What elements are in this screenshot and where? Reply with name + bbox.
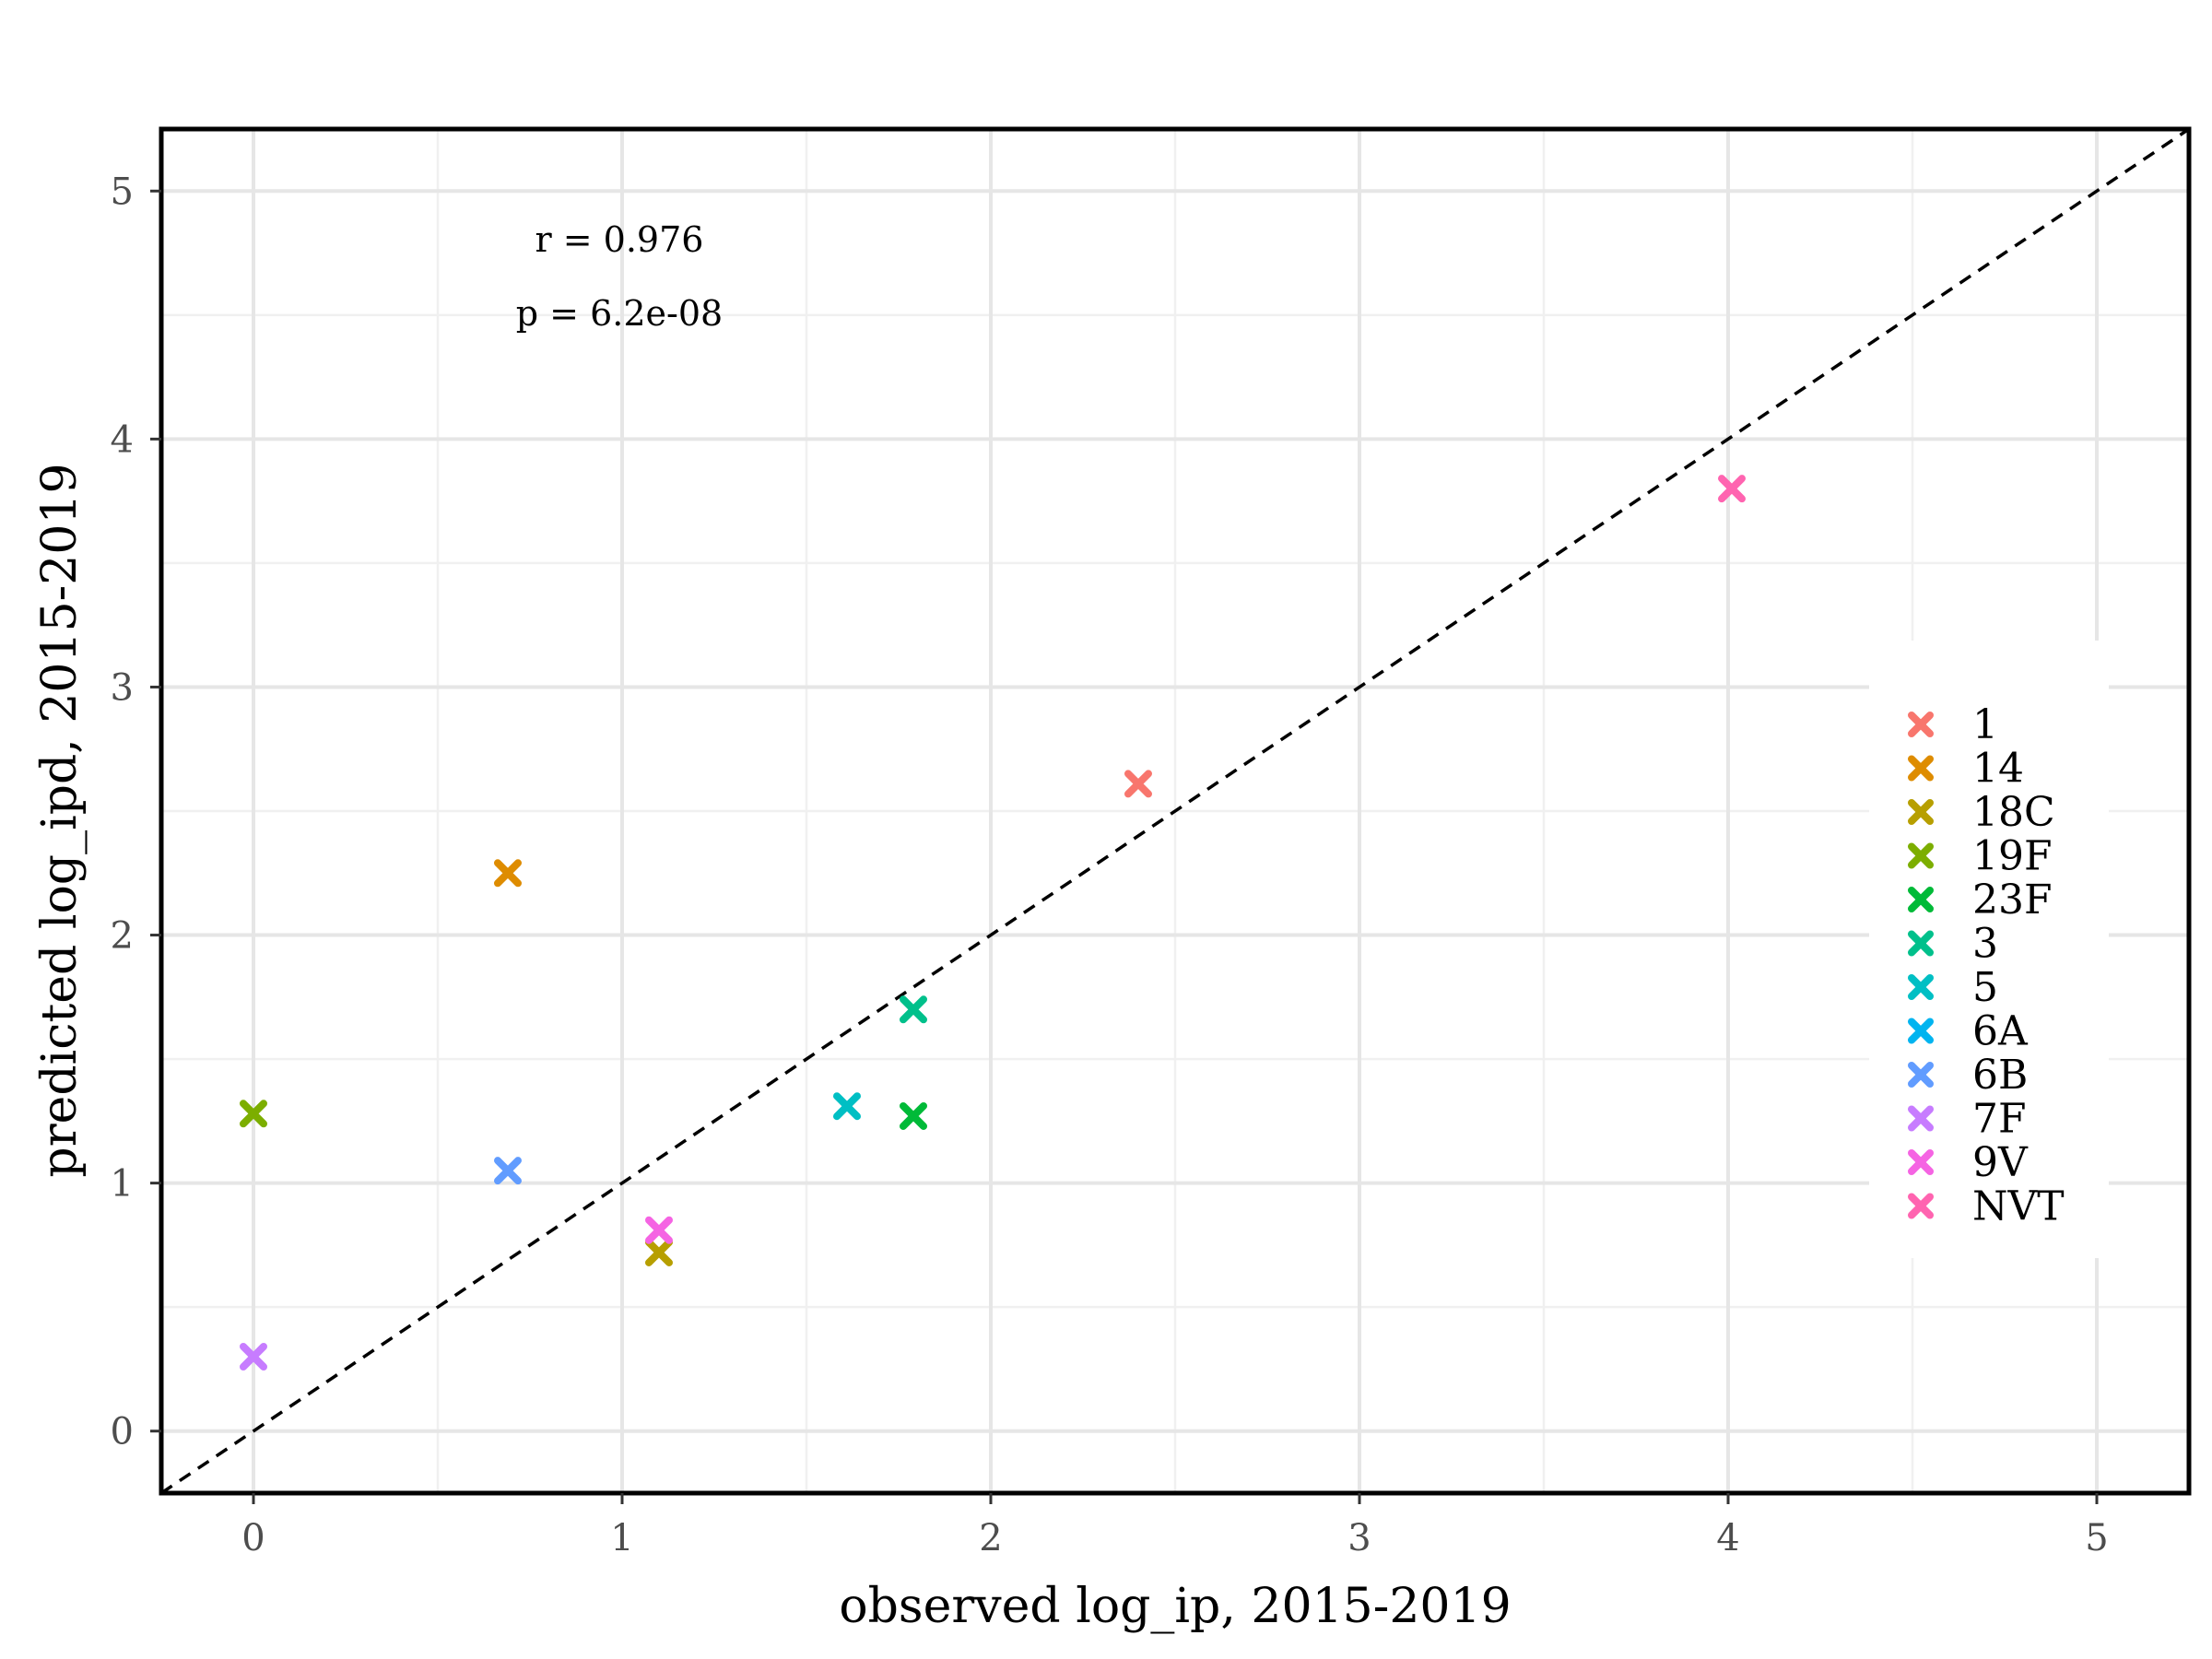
data-point-7F <box>240 1343 267 1371</box>
data-point-NVT <box>1718 475 1746 503</box>
legend-key-NVT-stroke-b <box>1908 1193 1934 1219</box>
legend-key-5-stroke-b <box>1908 974 1934 1000</box>
x-tick-label: 4 <box>1716 1517 1739 1559</box>
legend-label-23F: 23F <box>1972 877 2053 924</box>
data-point-5-stroke-b <box>833 1092 861 1121</box>
x-tick-label: 3 <box>1347 1517 1371 1559</box>
legend-key-3 <box>1908 930 1934 957</box>
y-axis-ticks: 0 1 2 3 4 5 <box>111 171 161 1453</box>
legend-label-3: 3 <box>1972 921 1998 968</box>
identity-line-group <box>160 127 2190 1495</box>
data-point-14-stroke-b <box>494 859 522 888</box>
legend-key-9V <box>1908 1149 1934 1175</box>
legend-label-7F: 7F <box>1972 1096 2027 1143</box>
legend-label-14: 14 <box>1972 746 2024 793</box>
legend-key-9V-stroke-b <box>1908 1149 1934 1175</box>
legend-label-6B: 6B <box>1972 1052 2028 1099</box>
x-axis-title: observed log_ip, 2015-2019 <box>839 1579 1511 1634</box>
legend-key-NVT <box>1908 1193 1934 1219</box>
legend-key-1-stroke-b <box>1908 712 1934 737</box>
y-tick-label: 1 <box>111 1163 134 1206</box>
y-tick-label: 5 <box>111 171 134 213</box>
y-tick-label: 4 <box>111 418 134 461</box>
legend-key-7F <box>1908 1105 1934 1132</box>
legend-key-6A <box>1908 1018 1934 1044</box>
panel-border <box>159 126 2192 1496</box>
legend-key-19F-stroke-b <box>1908 842 1934 869</box>
data-point-18C <box>645 1238 673 1266</box>
data-point-1-stroke-b <box>1124 770 1152 798</box>
legend-label-18C: 18C <box>1972 789 2055 836</box>
x-tick-label: 2 <box>979 1517 1002 1559</box>
legend-label-19F: 19F <box>1972 833 2053 880</box>
data-point-19F-stroke-b <box>240 1100 267 1128</box>
legend-key-18C <box>1908 799 1934 825</box>
legend-key-1 <box>1908 712 1934 737</box>
legend-key-23F <box>1908 887 1934 912</box>
data-point-6B-stroke-b <box>494 1157 522 1185</box>
y-axis-title: predicted log_ipd, 2015-2019 <box>32 463 88 1177</box>
identity-line <box>160 127 2190 1495</box>
data-point-5 <box>833 1092 861 1121</box>
legend-label-9V: 9V <box>1972 1139 2029 1186</box>
data-point-1 <box>1124 770 1152 798</box>
legend-key-3-stroke-b <box>1908 930 1934 957</box>
data-point-19F <box>240 1100 267 1128</box>
legend-key-5 <box>1908 974 1934 1000</box>
legend-key-6B-stroke-b <box>1908 1062 1934 1088</box>
legend-key-18C-stroke-b <box>1908 799 1934 825</box>
x-axis-ticks: 0 1 2 3 4 5 <box>241 1493 2109 1559</box>
y-tick-label: 2 <box>111 915 134 958</box>
data-point-6B <box>494 1157 522 1185</box>
grid-major <box>161 129 2189 1493</box>
legend-key-6B <box>1908 1062 1934 1088</box>
legend-label-5: 5 <box>1972 964 1998 1011</box>
x-tick-label: 1 <box>610 1517 633 1559</box>
data-points <box>240 475 1746 1371</box>
data-point-9V <box>645 1216 673 1244</box>
data-point-7F-stroke-b <box>240 1343 267 1371</box>
p-value-annotation: p = 6.2e-08 <box>516 293 723 334</box>
legend-label-1: 1 <box>1972 701 1998 748</box>
x-tick-label: 0 <box>241 1517 265 1559</box>
y-tick-label: 0 <box>111 1411 134 1453</box>
data-point-23F <box>900 1101 927 1130</box>
legend-label-6A: 6A <box>1972 1008 2029 1055</box>
y-tick-label: 3 <box>111 666 134 709</box>
data-point-3 <box>900 995 927 1024</box>
data-point-3-stroke-b <box>900 995 927 1024</box>
legend-key-6A-stroke-b <box>1908 1018 1934 1044</box>
data-point-NVT-stroke-b <box>1718 475 1746 503</box>
data-point-18C-stroke-b <box>645 1238 673 1266</box>
legend-label-NVT: NVT <box>1972 1183 2065 1230</box>
correlation-annotation: r = 0.976 <box>535 219 704 260</box>
legend-key-19F <box>1908 842 1934 869</box>
legend-key-14 <box>1908 755 1934 782</box>
data-point-23F-stroke-b <box>900 1101 927 1130</box>
x-tick-label: 5 <box>2085 1517 2108 1559</box>
legend-key-14-stroke-b <box>1908 755 1934 782</box>
data-point-9V-stroke-b <box>645 1216 673 1244</box>
legend-key-7F-stroke-b <box>1908 1105 1934 1132</box>
data-point-14 <box>494 859 522 888</box>
legend-key-23F-stroke-b <box>1908 887 1934 912</box>
